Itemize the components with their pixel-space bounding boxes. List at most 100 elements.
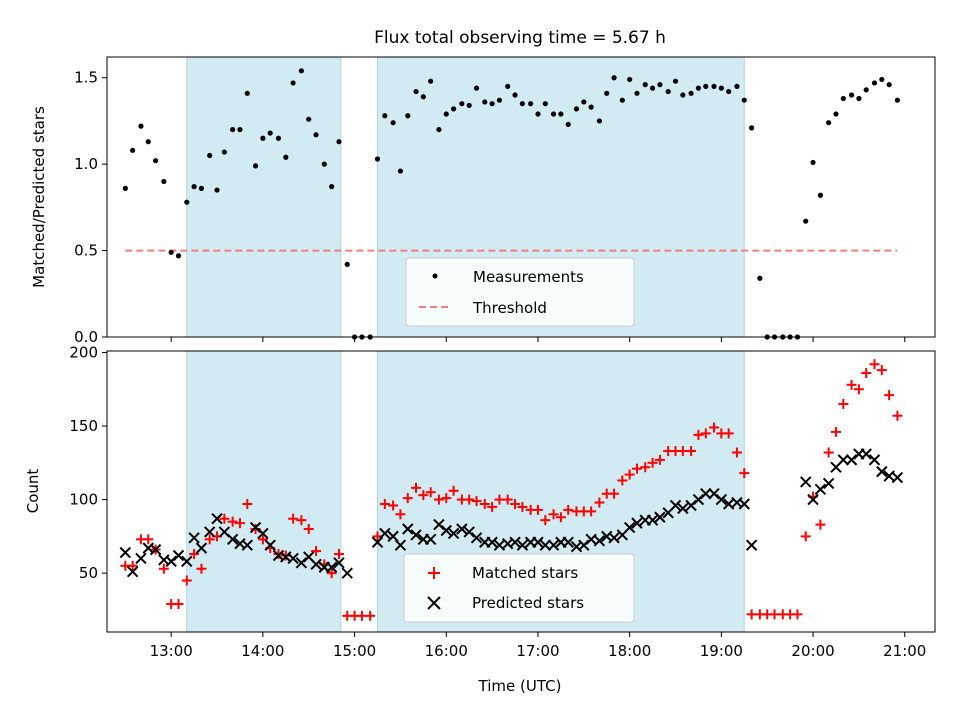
- predicted-star-point: [685, 499, 697, 512]
- measurement-point: [198, 185, 205, 191]
- matched-star-point: [510, 499, 521, 510]
- y-tick-label: 0.5: [74, 242, 98, 260]
- matched-star-point: [594, 497, 605, 508]
- matched-star-point: [709, 422, 720, 433]
- measurement-point: [657, 82, 663, 88]
- observing-window: [186, 56, 342, 338]
- matched-star-point: [158, 563, 169, 574]
- predicted-star-point: [532, 536, 544, 548]
- matched-star-point: [418, 490, 429, 501]
- predicted-star-point: [807, 493, 819, 506]
- matched-star-point: [173, 599, 184, 610]
- matched-star-point: [838, 398, 849, 409]
- measurement-point: [252, 163, 259, 169]
- predicted-star-point: [402, 523, 414, 535]
- measurement-point: [734, 83, 740, 89]
- measurement-point: [581, 99, 587, 105]
- predicted-star-point: [547, 539, 560, 551]
- x-tick-label: 17:00: [516, 642, 559, 660]
- matched-star-point: [815, 519, 826, 530]
- measurement-point: [191, 184, 197, 190]
- matched-star-point: [196, 563, 207, 574]
- measurement-point: [627, 76, 633, 83]
- measurement-point: [573, 106, 580, 112]
- measurement-point: [283, 154, 289, 160]
- matched-star-point: [723, 428, 734, 439]
- measurement-point: [856, 95, 862, 102]
- measurement-point: [244, 90, 250, 96]
- predicted-star-point: [593, 535, 606, 547]
- x-tick-label: 15:00: [333, 642, 376, 660]
- legend-threshold-label: Threshold: [472, 299, 547, 317]
- matched-star-point: [257, 534, 268, 545]
- predicted-star-point: [433, 518, 445, 531]
- bottom-legend: Matched stars Predicted stars: [403, 553, 635, 623]
- measurement-point: [230, 126, 236, 133]
- measurement-point: [619, 97, 625, 103]
- measurement-point: [466, 102, 472, 108]
- matched-star-point: [395, 509, 406, 520]
- matched-star-point: [555, 512, 566, 523]
- predicted-star-point: [165, 555, 177, 568]
- measurement-point: [298, 68, 304, 74]
- matched-star-point: [479, 499, 490, 510]
- matched-star-point: [487, 501, 498, 512]
- predicted-star-point: [470, 532, 483, 544]
- predicted-star-point: [379, 527, 391, 540]
- measurement-point: [596, 118, 602, 124]
- measurement-point: [817, 192, 823, 198]
- predicted-star-point: [424, 533, 437, 546]
- predicted-star-point: [646, 514, 659, 526]
- measurement-point: [459, 101, 465, 107]
- matched-star-point: [127, 560, 138, 571]
- matched-star-point: [640, 462, 651, 473]
- count-panel: 50 100 150 200 13:00 14:00 15:00 16:00 17:00 18:…: [24, 343, 936, 695]
- matched-star-point: [311, 546, 322, 557]
- y-tick-label: 200: [69, 343, 98, 361]
- predicted-star-point: [708, 487, 720, 500]
- predicted-star-point: [654, 511, 666, 523]
- matched-star-point: [654, 454, 665, 465]
- predicted-star-point: [837, 454, 850, 466]
- matched-star-point: [441, 493, 452, 504]
- matched-star-point: [234, 518, 245, 529]
- x-tick-label: 14:00: [241, 642, 284, 660]
- legend-measurements-label: Measurements: [473, 268, 584, 286]
- predicted-star-point: [135, 552, 147, 565]
- predicted-star-point: [195, 542, 208, 554]
- measurement-point: [803, 218, 809, 224]
- measurement-point: [390, 120, 396, 126]
- matched-star-point: [548, 509, 559, 520]
- measurement-point: [313, 132, 319, 138]
- measurement-point: [168, 249, 174, 255]
- matched-star-point: [853, 384, 864, 395]
- matched-star-point: [647, 457, 658, 468]
- predicted-star-point: [264, 539, 276, 551]
- measurement-point: [138, 123, 144, 129]
- predicted-star-point: [287, 552, 299, 565]
- measurement-point: [214, 187, 220, 193]
- measurement-point: [344, 261, 350, 268]
- measurement-point: [161, 178, 167, 185]
- measurement-point: [275, 135, 282, 141]
- measurement-point: [405, 113, 411, 119]
- measurement-point: [290, 80, 296, 86]
- matched-star-point: [464, 494, 475, 505]
- predicted-star-point: [516, 539, 529, 551]
- top-ylabel: Matched/Predicted stars: [30, 106, 48, 288]
- matched-star-point: [502, 494, 513, 505]
- measurement-point: [672, 78, 679, 84]
- measurement-point: [336, 139, 342, 145]
- matched-star-point: [296, 515, 307, 526]
- matched-star-point: [731, 447, 742, 458]
- matched-star-point: [609, 488, 620, 499]
- measurement-point: [329, 184, 335, 190]
- measurement-point: [840, 95, 846, 102]
- measurement-point: [886, 82, 892, 88]
- x-tick-label: 19:00: [700, 642, 743, 660]
- predicted-star-point: [249, 521, 262, 534]
- matched-star-point: [563, 504, 574, 515]
- measurement-point: [451, 106, 457, 112]
- matched-star-point: [624, 469, 635, 480]
